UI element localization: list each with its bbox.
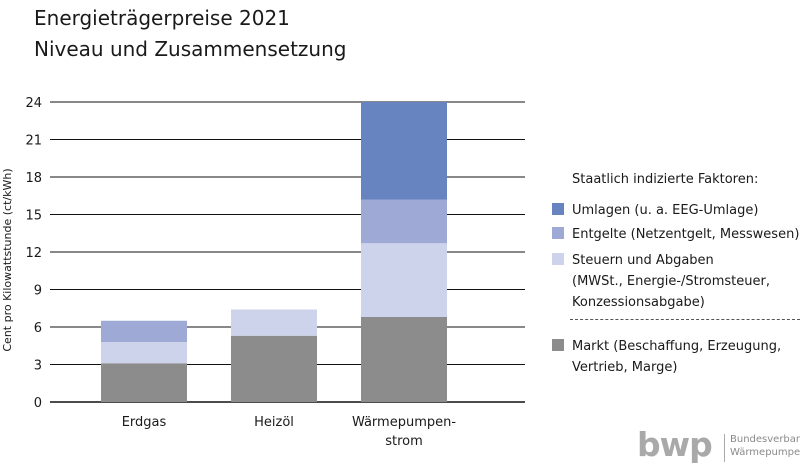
legend-label-markt: Markt (Beschaffung, Erzeugung, Vertrieb,…	[572, 339, 782, 375]
legend-swatch-umlagen	[552, 203, 564, 215]
bar-2-series-2	[361, 199, 447, 244]
x-tick-label-2-line0: Wärmepumpen-	[352, 415, 456, 430]
bar-0-series-0	[101, 363, 187, 402]
chart-title-line2: Niveau und Zusammensetzung	[34, 37, 347, 61]
y-tick-label-9: 9	[34, 284, 42, 299]
x-tick-label-1: Heizöl	[254, 415, 294, 430]
logo-text: Bundesverband Wärmepumpe e.V.	[730, 433, 800, 459]
legend-label-umlagen: Umlagen (u. a. EEG-Umlage)	[572, 203, 759, 218]
bar-0-series-2	[101, 320, 187, 342]
y-tick-label-24: 24	[25, 96, 42, 111]
y-tick-label-12: 12	[25, 246, 42, 261]
logo-text-line2: Wärmepumpe e.V.	[730, 447, 800, 458]
y-tick-label-21: 21	[25, 134, 42, 149]
bar-1-series-1	[231, 309, 317, 336]
x-tick-label-0: Erdgas	[122, 415, 167, 430]
y-tick-label-0: 0	[34, 396, 42, 411]
y-tick-label-15: 15	[25, 209, 42, 224]
legend-swatch-entgelte	[552, 227, 564, 239]
logo-mark: bwp	[637, 425, 713, 464]
y-tick-label-18: 18	[25, 171, 42, 186]
y-axis-label: Cent pro Kilowattstunde (ct/kWh)	[1, 168, 14, 351]
bar-0-series-1	[101, 342, 187, 364]
bar-2-series-3	[361, 102, 447, 200]
x-tick-label-2-line1: strom	[385, 434, 423, 449]
legend-swatch-markt	[552, 339, 564, 351]
chart-title-line1: Energieträgerpreise 2021	[34, 6, 290, 30]
logo-text-line1: Bundesverband	[730, 434, 800, 445]
y-tick-label-3: 3	[34, 359, 42, 374]
logo-divider	[724, 434, 725, 462]
legend-label-entgelte: Entgelte (Netzentgelt, Messwesen)	[572, 227, 800, 242]
legend-heading: Staatlich indizierte Faktoren:	[572, 172, 759, 187]
legend-swatch-steuern	[552, 253, 564, 265]
legend-divider	[570, 319, 800, 320]
bar-2-series-1	[361, 243, 447, 317]
bar-2-series-0	[361, 317, 447, 402]
bar-1-series-0	[231, 335, 317, 402]
y-tick-label-6: 6	[34, 321, 42, 336]
chart-title: Energieträgerpreise 2021 Niveau und Zusa…	[34, 3, 346, 65]
legend-label-steuern: Steuern und Abgaben (MWSt., Energie-/Str…	[572, 253, 770, 310]
